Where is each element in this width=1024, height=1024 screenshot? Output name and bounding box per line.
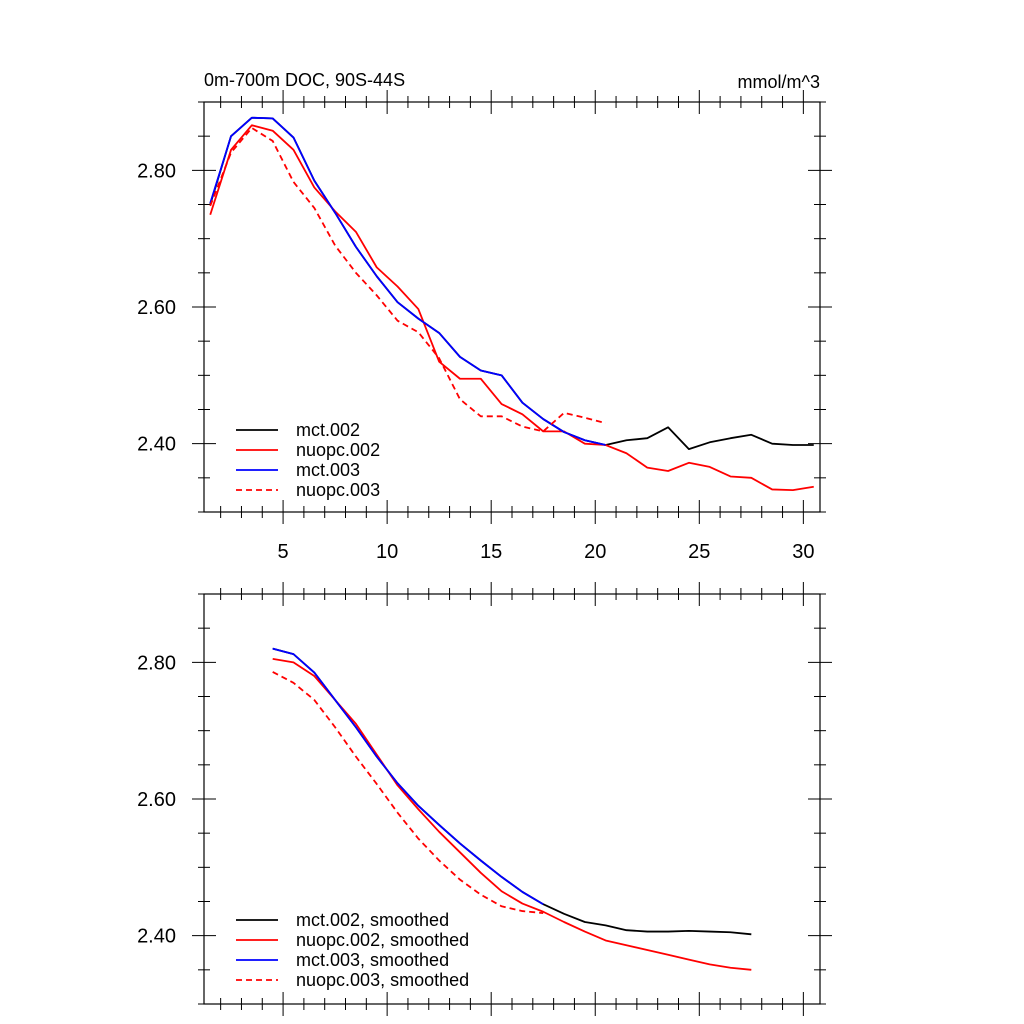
panel1-x-tick-label: 5: [278, 541, 289, 563]
panel1-legend-label-nuopc-003: nuopc.003: [296, 480, 380, 500]
panel2-y-tick-label: 2.40: [137, 926, 176, 948]
panel1-x-tick-label: 15: [480, 541, 502, 563]
panel2-y-tick-label: 2.80: [137, 652, 176, 674]
panel1-series-mct-003: [209, 116, 606, 446]
panel1-units-label: mmol/m^3: [738, 72, 820, 92]
panel1-x-tick-label: 30: [792, 541, 814, 563]
panel2-series-nuopc-002-smoothed: [272, 658, 752, 971]
panel1-x-tick-label: 25: [688, 541, 710, 563]
panel1-legend-label-mct-003: mct.003: [296, 460, 360, 480]
panel1-y-tick-label: 2.40: [137, 434, 176, 456]
panel1-title: 0m-700m DOC, 90S-44S: [204, 70, 405, 90]
panel1-y-tick-label: 2.80: [137, 160, 176, 182]
panel1-y-tick-label: 2.60: [137, 297, 176, 319]
panel2-legend-label-mct-003-smoothed: mct.003, smoothed: [296, 950, 449, 970]
panel1-series-nuopc-002: [209, 124, 814, 492]
panel2-legend-label-nuopc-002-smoothed: nuopc.002, smoothed: [296, 930, 469, 950]
panel2-y-tick-label: 2.60: [137, 789, 176, 811]
panel1-x-tick-label: 20: [584, 541, 606, 563]
panel1-legend-label-mct-002: mct.002: [296, 420, 360, 440]
panel2-legend-label-nuopc-003-smoothed: nuopc.003, smoothed: [296, 970, 469, 990]
panel2-legend-label-mct-002-smoothed: mct.002, smoothed: [296, 910, 449, 930]
panel1-series-nuopc-003: [209, 127, 606, 433]
panel2-series-mct-003-smoothed: [272, 647, 544, 906]
bottom-panel: 2.40 2.60 2.80 mct.002, smoothednuopc.002, …: [137, 582, 832, 1016]
top-panel: 2.40 2.60 2.80 5 10 15 20 25 30 0m-700m DOC, 90S-…: [137, 70, 832, 563]
panel1-x-tick-label: 10: [376, 541, 398, 563]
panel1-legend-label-nuopc-002: nuopc.002: [296, 440, 380, 460]
